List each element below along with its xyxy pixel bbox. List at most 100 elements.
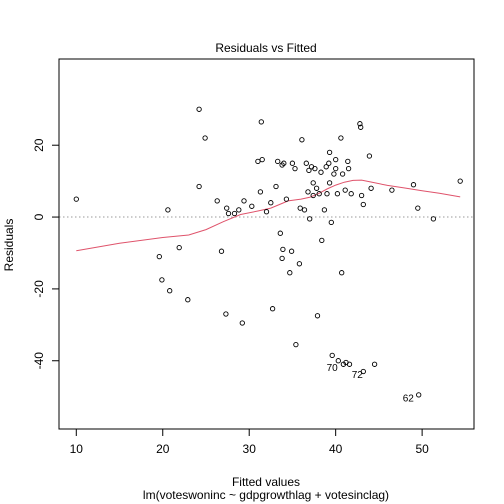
data-point [371,361,378,367]
data-point [249,203,255,209]
data-point [368,185,374,191]
plot-title: Residuals vs Fitted [215,41,316,55]
data-point [263,209,270,215]
data-point [289,160,296,166]
data-point [273,183,279,190]
data-point [268,200,274,206]
data-point [334,191,341,197]
data-point [335,358,341,364]
data-point [318,169,324,175]
data-point [292,165,298,172]
data-point [348,191,354,197]
data-point [225,210,232,217]
data-point [241,198,247,204]
x-axis: 10 20 30 40 50 [70,428,429,456]
smoother-line [76,179,461,252]
data-point [196,106,202,112]
data-point [287,270,293,276]
data-point [156,253,162,260]
data-point [305,189,311,195]
data-point [269,306,276,312]
data-point [326,180,333,186]
data-point [306,167,312,174]
data-point [167,288,173,294]
data-point [218,248,225,254]
data-point [319,237,325,244]
x-tick-label: 10 [70,442,84,456]
data-point [415,205,421,211]
data-point [410,182,417,188]
plot-frame [58,58,475,430]
data-point [457,178,463,184]
data-point [326,160,332,166]
x-tick-label: 20 [156,442,170,456]
data-point [338,135,344,141]
data-point [231,210,238,217]
data-point [328,219,334,226]
x-tick-label: 50 [415,442,429,456]
data-point [165,207,171,213]
data-point [430,216,437,222]
data-point [313,185,320,191]
data-point [312,165,318,172]
data-point [223,311,229,317]
data-point [202,135,208,141]
x-axis-sublabel: lm(voteswoninc ~ gdpgrowthlag + votesinc… [143,488,389,502]
data-point [314,313,321,319]
data-point [255,158,261,165]
x-tick-label: 30 [243,442,257,456]
data-point [331,171,337,177]
data-points [73,106,463,398]
data-point [281,160,287,166]
data-point [346,361,353,367]
data-point [358,124,364,130]
data-point [316,191,322,197]
data-point [159,277,165,283]
data-point [279,255,285,262]
data-point [275,158,281,165]
data-point [310,180,316,186]
data-point [339,171,346,177]
point-label: 70 [327,363,339,374]
data-point [321,207,328,213]
data-point [259,156,265,163]
data-point [339,270,345,276]
data-point [301,207,308,213]
x-axis-label: Fitted values [232,475,300,489]
data-point [324,191,330,197]
point-labels: 70 72 62 [327,363,415,405]
data-point [333,156,339,163]
data-point [358,192,365,199]
data-point [258,119,264,125]
data-point [283,196,290,202]
y-tick-label: 0 [32,213,46,220]
data-point [224,205,230,211]
y-tick-label: -40 [32,352,46,370]
data-point [236,207,242,213]
y-tick-label: -20 [32,280,46,298]
data-point [297,205,303,211]
data-point [416,392,422,398]
data-point [366,153,373,159]
data-point [323,164,329,170]
data-point [280,246,286,253]
point-label: 62 [403,394,415,405]
data-point [333,165,339,172]
data-point [307,216,313,222]
data-point [239,320,245,326]
data-point [345,165,352,172]
data-point [296,261,303,267]
y-tick-label: 20 [32,138,46,152]
data-point [303,160,309,166]
data-point [277,230,283,236]
data-point [257,189,264,195]
data-point [299,137,305,143]
data-point [357,121,363,127]
x-tick-label: 40 [329,442,343,456]
data-point [73,196,79,202]
data-point [326,149,333,156]
data-point [214,198,220,204]
data-point [185,297,191,303]
data-point [389,187,395,193]
